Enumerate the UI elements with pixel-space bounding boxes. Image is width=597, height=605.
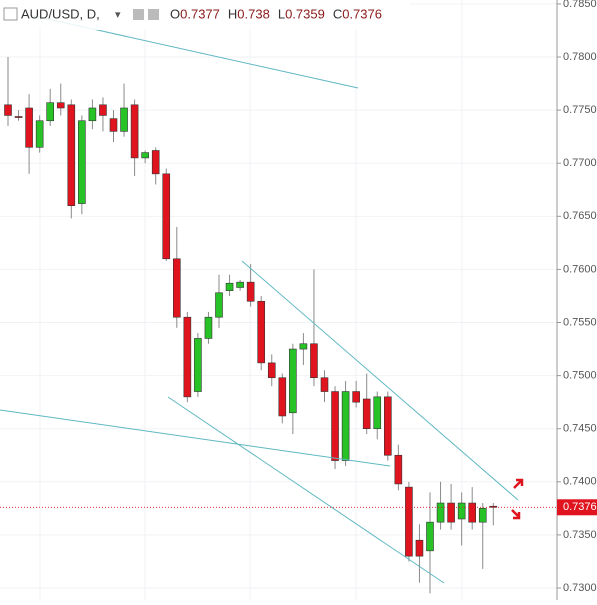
price-label-bg bbox=[557, 499, 597, 516]
candle-body bbox=[25, 107, 33, 148]
price-label: 0.7376 bbox=[563, 501, 597, 513]
y-tick-label: 0.7550 bbox=[563, 316, 597, 328]
icon[interactable] bbox=[133, 9, 144, 20]
candle-body bbox=[99, 104, 107, 116]
candle-body bbox=[278, 377, 287, 417]
y-tick-label: 0.7800 bbox=[563, 51, 597, 63]
candle-body bbox=[457, 502, 466, 520]
candle-body bbox=[194, 338, 202, 392]
arrow-down bbox=[511, 509, 521, 520]
candle-body bbox=[352, 391, 360, 403]
candle-body bbox=[267, 362, 276, 379]
candle-body bbox=[289, 348, 297, 414]
ohlc-key: O bbox=[170, 6, 180, 21]
candle-body bbox=[373, 396, 382, 430]
y-tick-label: 0.7750 bbox=[563, 104, 597, 116]
icon[interactable] bbox=[148, 9, 159, 20]
candle-body bbox=[183, 316, 192, 398]
ohlc-key: C bbox=[333, 6, 342, 21]
candle-body bbox=[299, 343, 308, 350]
y-tick-label: 0.7500 bbox=[563, 370, 597, 382]
arrow-up bbox=[513, 478, 524, 489]
candle-body bbox=[4, 104, 12, 116]
candle-body bbox=[162, 173, 171, 260]
candle-body bbox=[383, 396, 392, 456]
candle-body bbox=[447, 502, 455, 523]
candle-body bbox=[109, 118, 118, 132]
candle-body bbox=[405, 486, 413, 557]
ohlc-key: L bbox=[278, 6, 285, 21]
candle-body bbox=[257, 300, 266, 364]
trend-line bbox=[241, 260, 519, 501]
symbol: AUD/USD, D, bbox=[21, 6, 100, 21]
candle-body bbox=[35, 120, 44, 148]
y-tick-label: 0.7350 bbox=[563, 529, 597, 541]
candle-body bbox=[415, 539, 424, 557]
candle-body bbox=[141, 152, 149, 159]
candles bbox=[4, 57, 498, 594]
candle-body bbox=[120, 107, 128, 132]
candle-body bbox=[394, 454, 403, 485]
ohlc-value: 0.7377 bbox=[180, 6, 220, 21]
trend-line bbox=[167, 396, 445, 584]
y-tick-label: 0.7850 bbox=[563, 0, 597, 10]
candle-body bbox=[478, 508, 487, 523]
header-bg bbox=[0, 0, 410, 30]
candle-body bbox=[204, 316, 213, 339]
ohlc-key: H bbox=[228, 6, 237, 21]
candle-body bbox=[78, 120, 86, 204]
candle-body bbox=[225, 282, 234, 291]
y-tick-label: 0.7650 bbox=[563, 210, 597, 222]
candle-body bbox=[14, 116, 23, 118]
candle-body bbox=[56, 102, 65, 109]
ohlc-value: 0.7359 bbox=[285, 6, 325, 21]
icon bbox=[3, 7, 18, 21]
ohlc-value: 0.7376 bbox=[342, 6, 382, 21]
candle-body bbox=[236, 281, 244, 288]
y-tick-label: 0.7400 bbox=[563, 476, 597, 488]
candle-body bbox=[468, 502, 477, 523]
candle-body bbox=[246, 281, 255, 302]
candle-body bbox=[173, 258, 181, 318]
candle-body bbox=[46, 102, 55, 122]
ohlc-value: 0.738 bbox=[237, 6, 270, 21]
y-tick-label: 0.7300 bbox=[563, 582, 597, 594]
candle-body bbox=[151, 150, 160, 175]
y-tick-label: 0.7600 bbox=[563, 263, 597, 275]
candle-body bbox=[331, 391, 339, 461]
candle-body bbox=[310, 343, 318, 379]
y-tick-label: 0.7700 bbox=[563, 157, 597, 169]
candle-body bbox=[436, 502, 445, 523]
candle-body bbox=[362, 398, 371, 430]
candle-body bbox=[130, 104, 139, 159]
candle-body bbox=[320, 377, 329, 392]
candle-body bbox=[215, 292, 223, 318]
ohlc-header: O 0.7377 H 0.738 L 0.7359 C 0.7376 bbox=[170, 6, 382, 21]
candle-body bbox=[67, 104, 76, 206]
candle-body bbox=[426, 521, 434, 552]
candle-body bbox=[489, 505, 498, 508]
candle-body bbox=[88, 107, 97, 122]
y-tick-label: 0.7450 bbox=[563, 423, 597, 435]
axis-labels: 0.7300 0.7350 0.7400 0.7450 0.7500 0.7550 0.76… bbox=[557, 0, 597, 594]
candle-body bbox=[341, 391, 350, 461]
dropdown[interactable]: ▾ bbox=[115, 9, 121, 21]
trend-line bbox=[0, 409, 391, 467]
